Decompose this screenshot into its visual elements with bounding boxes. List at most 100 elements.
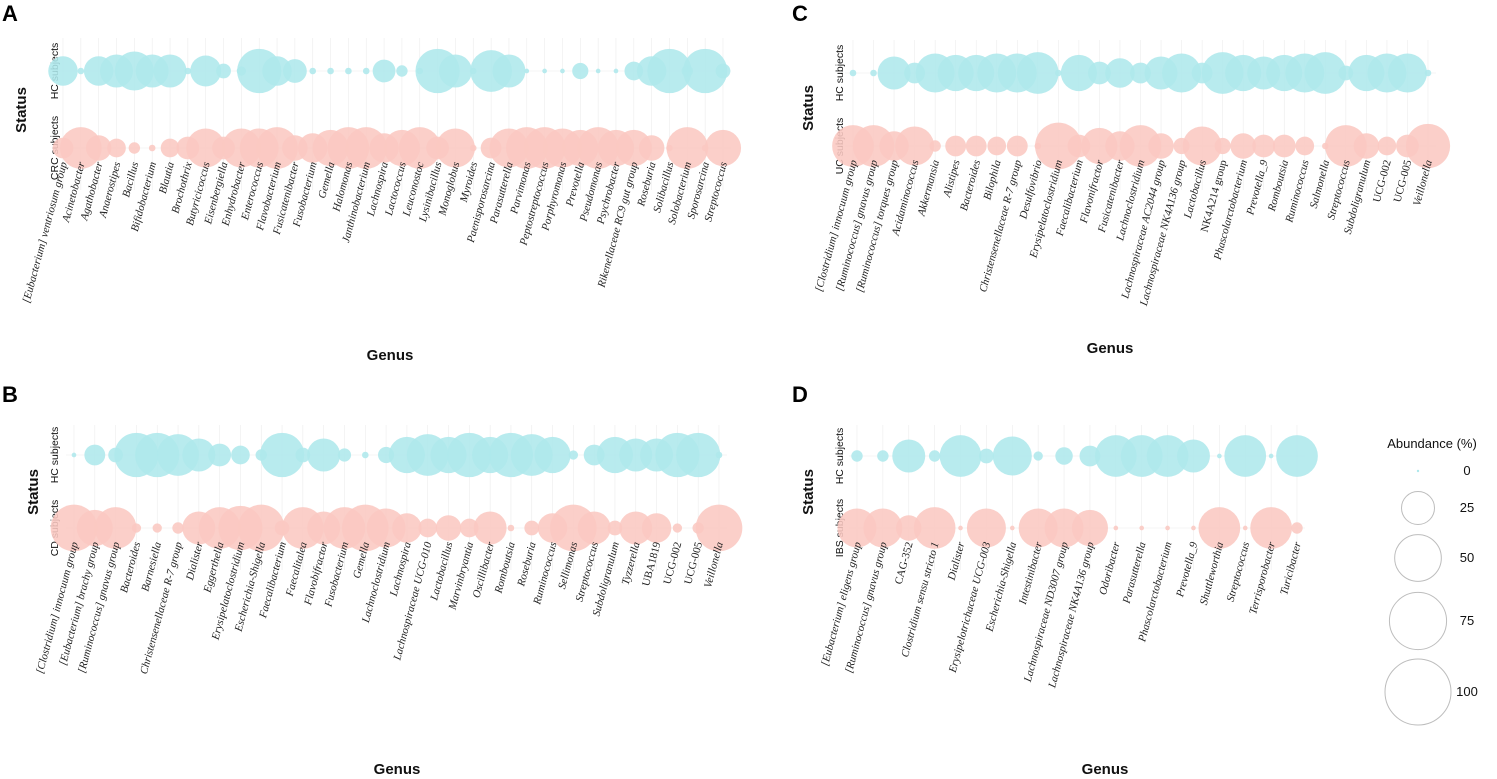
bubble-disease [1009,525,1015,531]
bubble-disease [929,140,941,152]
bubble-disease [172,522,184,534]
legend-label: 100 [1456,684,1478,699]
bubble-disease [1071,509,1109,547]
bubble-hc [282,59,307,83]
bubble-hc [676,432,721,478]
bubble-disease [237,504,285,552]
bubble-disease [987,136,1007,156]
bubble-disease [59,127,102,169]
bubble-hc [992,436,1032,476]
legend-label: 75 [1460,613,1474,628]
bubble-hc [877,56,911,90]
bubble-hc [928,450,941,462]
bubble-hc [715,451,723,459]
bubble-disease [1214,137,1231,155]
bubble-disease [1242,525,1248,531]
x-tick-label: Parasutterella [1120,540,1148,606]
series-disease [837,507,1303,549]
x-tick-label: UBA1819 [640,540,663,587]
bubble-hc [1033,451,1043,461]
x-tick-label: Bacteroides [958,159,983,212]
bubble-hc [542,68,547,74]
bubble-hc [849,69,857,77]
bubble-hc [1387,53,1427,93]
x-axis-title: Genus [1082,761,1129,778]
bubble-disease [1006,135,1028,157]
legend-label: 50 [1460,550,1474,565]
bubble-hc [295,447,311,463]
bubble-hc [1224,435,1267,477]
x-axis-title: Genus [374,761,421,778]
x-tick-label: CAG-352 [893,541,916,586]
status-label-hc: HC subjects [49,427,61,484]
bubble-disease [1291,522,1303,534]
x-tick-label: Veillonella [702,540,726,589]
bubble-hc [153,54,187,88]
bubble-hc [84,444,106,466]
bubble-disease [131,523,142,533]
x-tick-labels: [Clostridium] innocuum group[Eubacterium… [34,540,726,676]
bubble-disease [1324,125,1367,167]
bubble-hc [362,67,370,75]
bubble-disease [256,127,298,169]
status-label-hc: HC subjects [834,428,846,485]
panel-b: BHC subjectsCD subjectsStatusGenus[Clost… [2,382,743,778]
bubble-hc [262,56,292,86]
panel-a: AHC subjectsCRC subjectsStatusGenus[Euba… [2,1,742,364]
bubble-disease [459,518,479,538]
bubble-hc [1060,54,1097,92]
x-tick-label: Veillonella [1411,158,1435,207]
series-disease [52,127,742,169]
bubble-hc [372,59,396,83]
legend-bubble [1394,534,1442,582]
bubble-disease [1230,133,1256,159]
bubble-hc [361,451,369,459]
x-tick-label: Intestinibacter [1017,540,1046,607]
bubble-disease [1191,525,1196,531]
bubble-hc [184,67,192,75]
x-tick-label: Tyzzerella [620,540,643,586]
y-axis-title: Status [800,85,817,131]
bubble-hc [1087,61,1111,85]
bubble-disease [1295,136,1315,156]
y-axis-title: Status [25,469,42,515]
legend-title: Abundance (%) [1387,436,1477,451]
bubble-hc [715,63,731,79]
x-tick-label: [Eubacterium] ventriosum group [21,160,70,304]
bubble-disease [1377,136,1397,156]
bubble-disease [107,138,126,158]
bubble-hc [613,68,619,74]
bubble-hc [216,63,231,79]
bubble-hc [595,68,601,74]
bubble-hc [492,54,526,88]
bubble-hc [337,448,352,462]
bubble-hc [182,438,216,472]
x-tick-label: Roseburia [515,540,539,588]
bubble-hc [1276,435,1318,477]
bubble-hc [190,55,222,87]
bubble-disease [1148,133,1174,159]
x-tick-label: Sellimonas [556,541,580,591]
bubble-disease [94,507,137,549]
bubble-hc [396,65,408,77]
x-tick-label: Turicibacter [1278,540,1304,596]
bubble-hc [1162,53,1202,93]
bubble-hc [208,443,232,467]
bubble-disease [958,525,963,531]
bubble-hc [231,445,250,465]
bubble-disease [392,513,422,543]
bubble-disease [435,128,475,168]
bubble-disease [473,511,507,545]
bubble-disease [863,508,903,548]
bubble-disease [1182,126,1222,166]
bubble-hc [1268,453,1274,459]
bubble-disease [672,523,683,533]
x-tick-label: Dialister [184,540,206,583]
bubble-disease [435,515,462,541]
bubble-hc [572,62,589,80]
series-hc [849,52,1432,94]
bubble-disease [152,523,162,533]
x-tick-label: UCG-002 [661,541,684,586]
x-tick-label: UCG-005 [682,540,705,585]
bubble-hc [48,56,78,86]
